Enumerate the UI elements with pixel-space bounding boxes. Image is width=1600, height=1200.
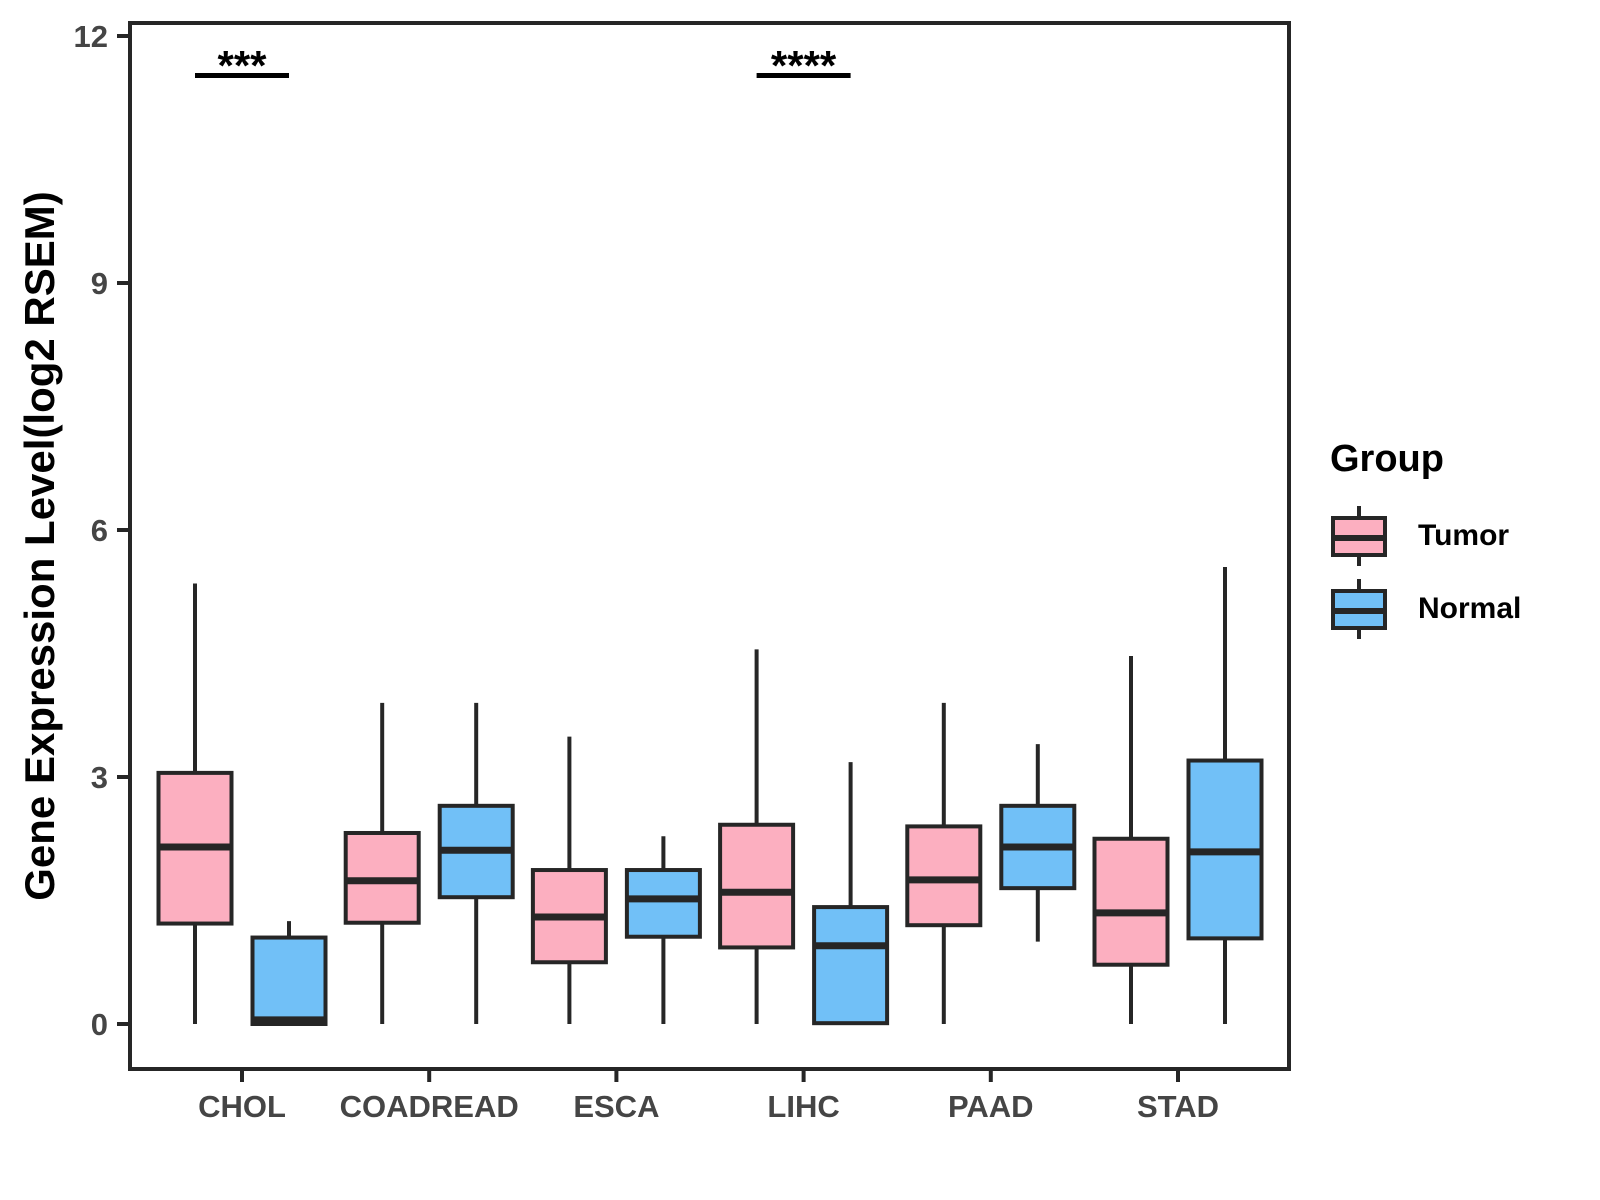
x-tick-label-paad: PAAD: [948, 1089, 1034, 1124]
y-tick-label-6: 6: [91, 513, 108, 548]
x-tick-label-lihc: LIHC: [767, 1089, 839, 1124]
y-tick-label-3: 3: [91, 760, 108, 795]
box-tumor-paad: [905, 824, 983, 928]
legend: Group Tumor Normal: [1330, 438, 1521, 641]
x-tick-label-coadread: COADREAD: [340, 1089, 519, 1124]
y-tick-label-9: 9: [91, 266, 108, 301]
sig-stars-lihc: ****: [771, 42, 837, 89]
sig-stars-chol: ***: [217, 42, 267, 89]
box-tumor-stad: [1092, 836, 1170, 967]
y-tick-label-12: 12: [74, 19, 108, 54]
legend-title: Group: [1330, 438, 1444, 480]
y-tick-label-0: 0: [91, 1007, 108, 1042]
x-tick-label-esca: ESCA: [573, 1089, 659, 1124]
x-tick-label-chol: CHOL: [198, 1089, 286, 1124]
y-axis-label: Gene Expression Level(log2 RSEM): [16, 191, 63, 901]
normal-boxplot-key-icon: [1331, 579, 1387, 639]
x-tick-label-stad: STAD: [1137, 1089, 1219, 1124]
legend-label-normal: Normal: [1418, 592, 1522, 625]
panel-border: [128, 21, 1291, 1071]
box-normal-lihc: [812, 905, 890, 1026]
box-tumor-lihc: [718, 822, 796, 950]
box-normal-chol: [250, 935, 328, 1026]
legend-label-tumor: Tumor: [1418, 519, 1510, 552]
legend-item-tumor: Tumor: [1330, 504, 1521, 568]
box-normal-esca: [624, 868, 702, 939]
tumor-boxplot-key-icon: [1331, 506, 1387, 566]
legend-item-normal: Normal: [1330, 577, 1521, 641]
